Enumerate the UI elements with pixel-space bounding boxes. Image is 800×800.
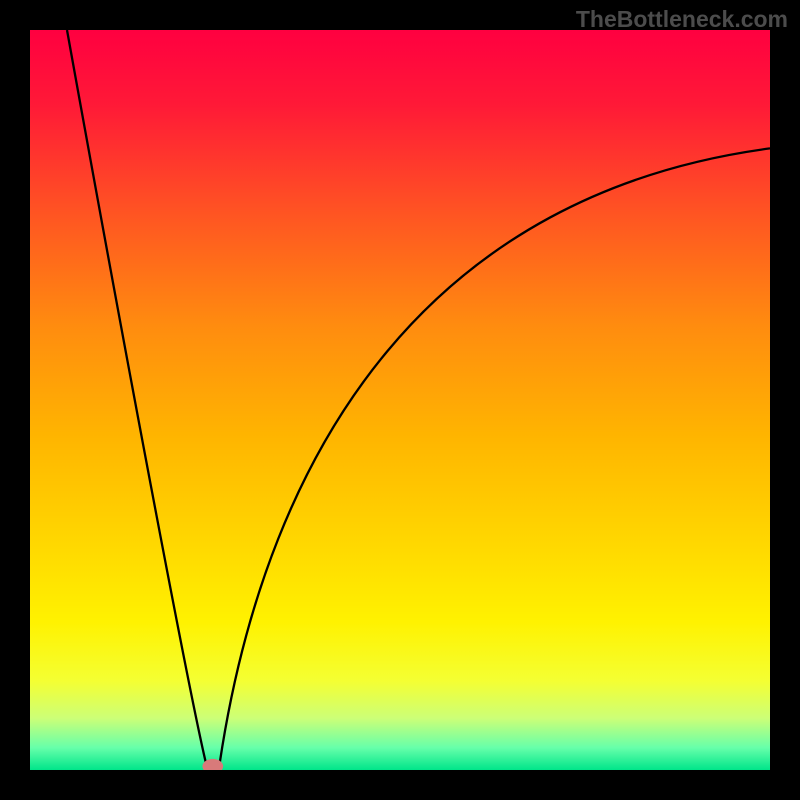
plot-svg (30, 30, 770, 770)
plot-area (30, 30, 770, 770)
chart-frame: TheBottleneck.com (0, 0, 800, 800)
watermark-text: TheBottleneck.com (576, 6, 788, 33)
plot-background (30, 30, 770, 770)
